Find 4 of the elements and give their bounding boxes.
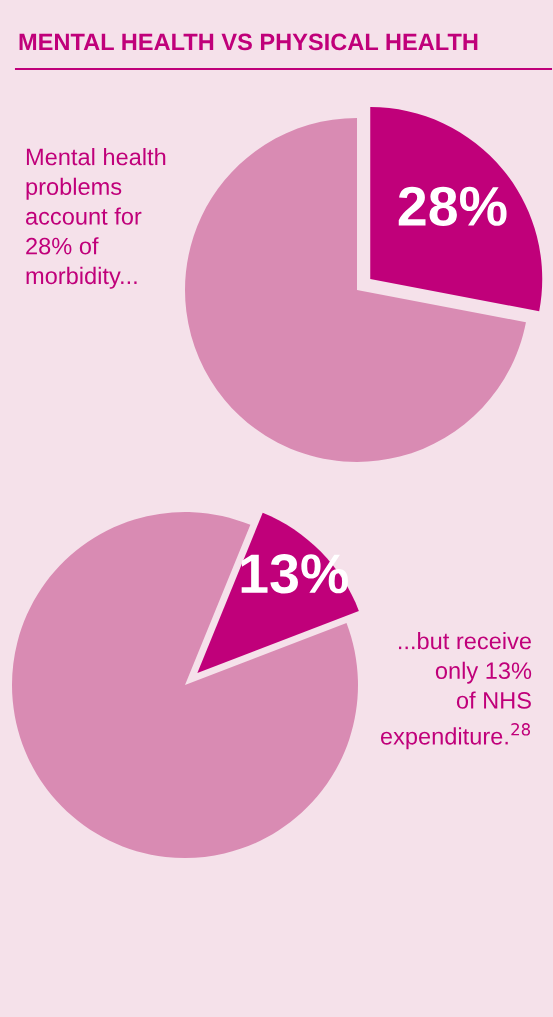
text: ...but receive only 13% of NHS expenditure.$^{28}$: [380, 632, 532, 750]
data-label: 28%: [398, 186, 507, 226]
chart-title: MENTAL HEALTH VS PHYSICAL HEALTH: [19, 33, 478, 51]
text: Mental health problems account for 28% of morbidity...: [26, 148, 166, 289]
